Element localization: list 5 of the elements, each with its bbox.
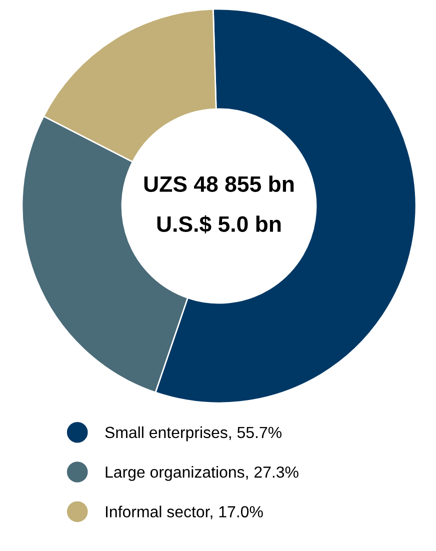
legend-label: Small enterprises, 55.7% — [105, 426, 282, 442]
text: UZS 48 855 bn — [144, 176, 294, 192]
legend-label: Informal sector, 17.0% — [106, 506, 263, 520]
legend-label: Large organizations, 27.3% — [106, 466, 298, 481]
text: U.S.$ 5.0 bn — [157, 215, 281, 234]
